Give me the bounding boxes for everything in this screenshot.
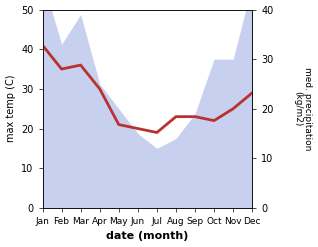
Y-axis label: max temp (C): max temp (C) — [5, 75, 16, 143]
X-axis label: date (month): date (month) — [106, 231, 189, 242]
Y-axis label: med. precipitation
(kg/m2): med. precipitation (kg/m2) — [293, 67, 313, 150]
